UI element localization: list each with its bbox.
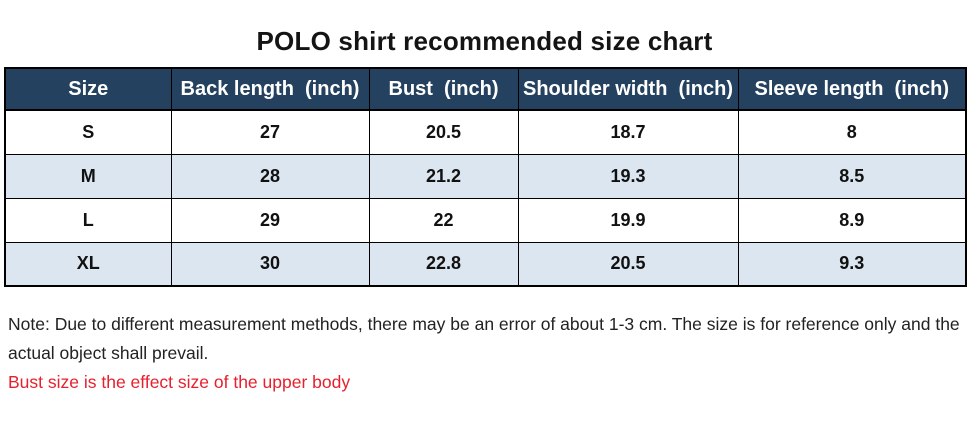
- table-header-row: Size Back length (inch) Bust (inch) Shou…: [4, 67, 967, 111]
- table-cell: 29: [170, 197, 370, 243]
- header-shoulder-width: Shoulder width (inch): [517, 67, 739, 111]
- size-chart-table: Size Back length (inch) Bust (inch) Shou…: [4, 67, 967, 287]
- table-cell: 20.5: [368, 109, 519, 155]
- table-row-l: L 29 22 19.9 8.9: [4, 197, 967, 243]
- notes-section: Note: Due to different measurement metho…: [8, 310, 961, 397]
- table-cell: 22.8: [368, 241, 519, 287]
- header-bust: Bust (inch): [368, 67, 519, 111]
- table-cell: 30: [170, 241, 370, 287]
- row-label-m: M: [4, 153, 172, 199]
- row-label-l: L: [4, 197, 172, 243]
- table-cell: 8: [737, 109, 967, 155]
- table-cell: 27: [170, 109, 370, 155]
- table-cell: 8.9: [737, 197, 967, 243]
- table-row-s: S 27 20.5 18.7 8: [4, 109, 967, 155]
- row-label-s: S: [4, 109, 172, 155]
- page-title: POLO shirt recommended size chart: [256, 26, 713, 56]
- table-cell: 19.9: [517, 197, 739, 243]
- header-size: Size: [4, 67, 172, 111]
- header-back-length: Back length (inch): [170, 67, 370, 111]
- row-label-xl: XL: [4, 241, 172, 287]
- table-row-m: M 28 21.2 19.3 8.5: [4, 153, 967, 199]
- table-cell: 22: [368, 197, 519, 243]
- measurement-note: Note: Due to different measurement metho…: [8, 314, 960, 363]
- table-cell: 9.3: [737, 241, 967, 287]
- table-cell: 19.3: [517, 153, 739, 199]
- table-cell: 8.5: [737, 153, 967, 199]
- bust-size-note: Bust size is the effect size of the uppe…: [8, 372, 351, 392]
- table-cell: 20.5: [517, 241, 739, 287]
- table-cell: 21.2: [368, 153, 519, 199]
- table-cell: 28: [170, 153, 370, 199]
- table-row-xl: XL 30 22.8 20.5 9.3: [4, 241, 967, 287]
- header-sleeve-length: Sleeve length (inch): [737, 67, 967, 111]
- table-cell: 18.7: [517, 109, 739, 155]
